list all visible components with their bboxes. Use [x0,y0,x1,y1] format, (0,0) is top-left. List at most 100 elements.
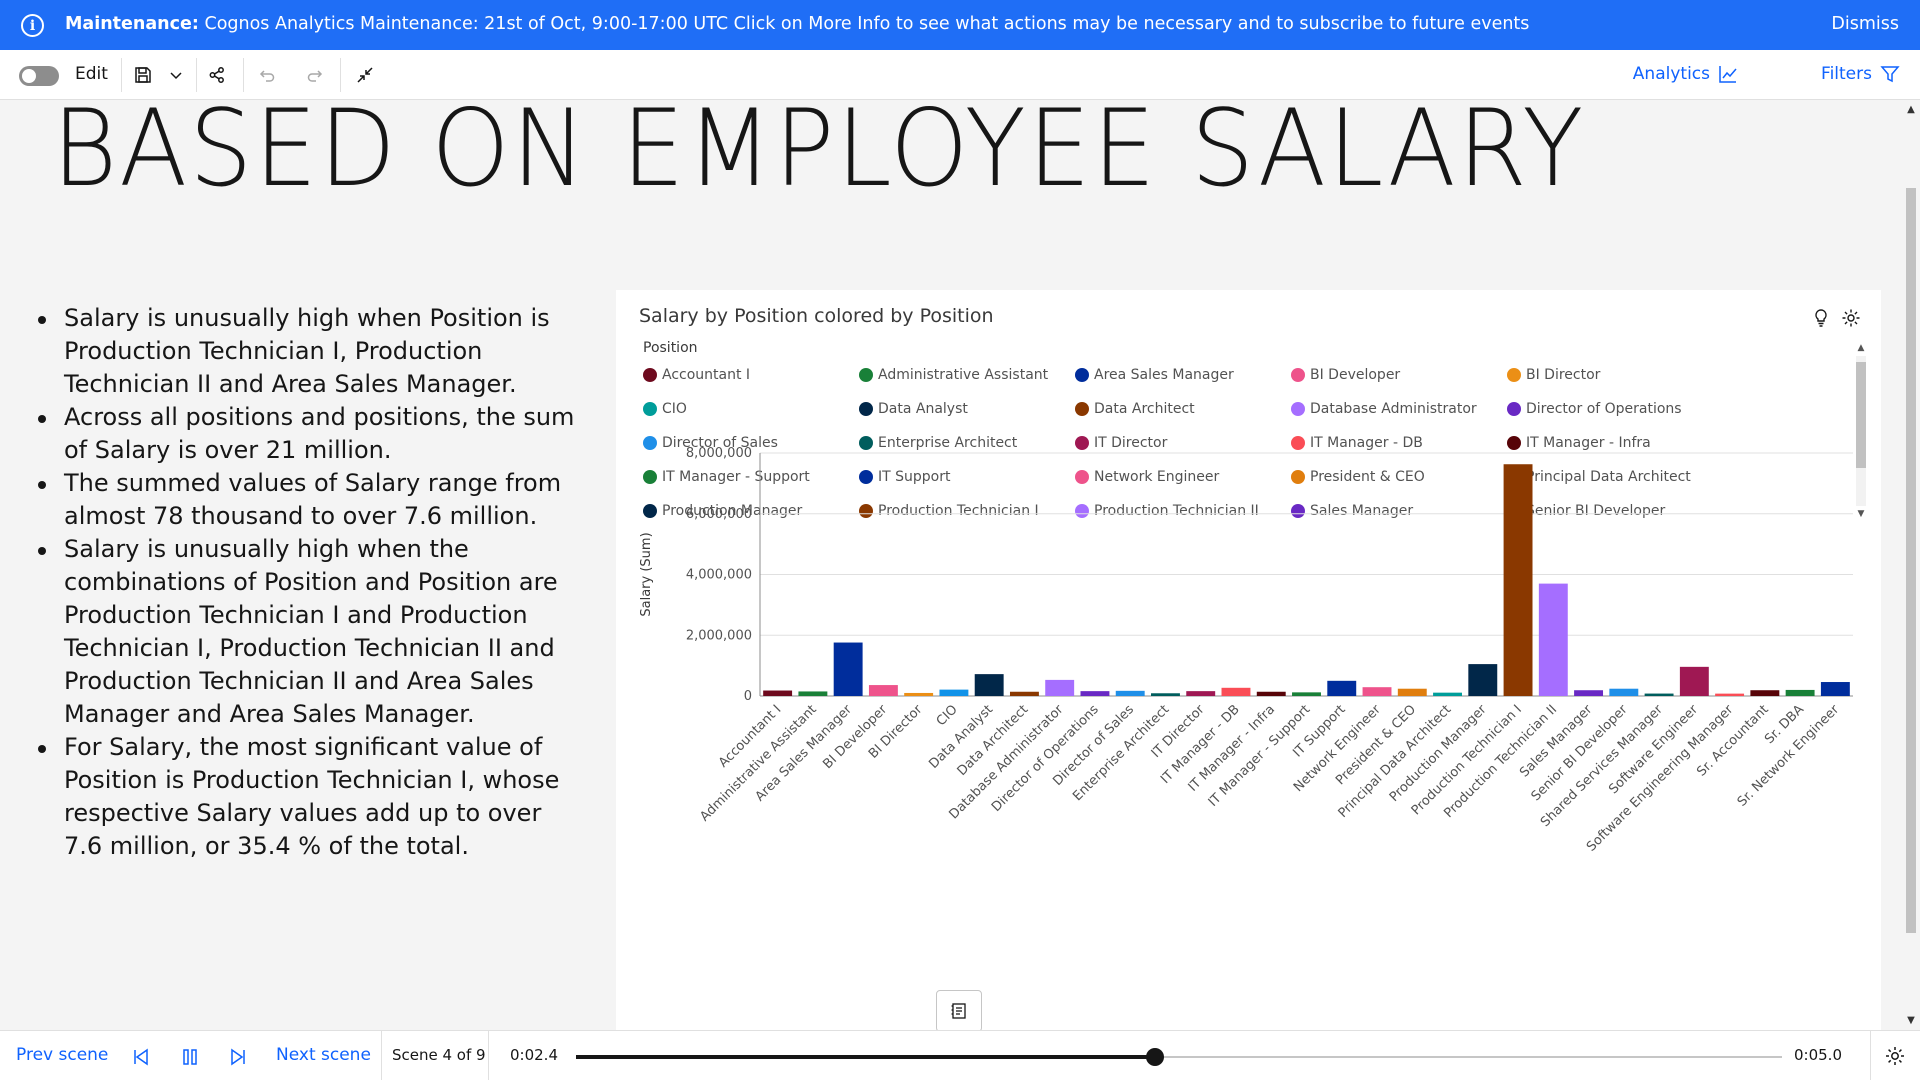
timeline-slider[interactable] [576,1048,1782,1066]
bar [904,692,934,696]
legend-item[interactable]: Network Engineer [1075,460,1291,494]
bar [1151,693,1180,696]
legend-label: IT Manager - Infra [1526,435,1651,451]
scroll-down-icon[interactable]: ▼ [1907,1015,1915,1026]
timeline-handle[interactable] [1145,1048,1164,1066]
total-time: 0:05.0 [1794,1046,1842,1064]
legend-item[interactable]: Production Technician II [1075,494,1291,528]
page-scroll-thumb[interactable] [1906,188,1916,933]
legend-label: Director of Sales [662,435,778,451]
legend-item[interactable]: President & CEO [1291,460,1507,494]
undo-icon[interactable] [254,62,280,88]
legend-item[interactable]: Administrative Assistant [859,358,1075,392]
legend-item[interactable]: IT Manager - Infra [1507,426,1723,460]
legend-label: Production Technician I [878,503,1039,519]
lightbulb-icon[interactable] [1811,308,1831,328]
notes-button[interactable] [936,990,982,1032]
toolbar-divider [196,58,197,92]
player-divider [381,1031,382,1080]
legend-label: Accountant I [662,367,751,383]
legend-swatch [1291,504,1305,518]
bar [1045,679,1075,696]
legend-item[interactable]: IT Support [859,460,1075,494]
bar [1679,666,1709,696]
legend-label: Senior BI Developer [1526,503,1666,519]
legend-scroll-thumb[interactable] [1856,362,1866,468]
legend-item[interactable]: Director of Operations [1507,392,1723,426]
legend-swatch [643,504,657,518]
next-scene-button[interactable]: Next scene [276,1045,371,1065]
bar [1503,464,1533,696]
collapse-icon[interactable] [352,62,378,88]
redo-icon[interactable] [302,62,328,88]
legend-label: Network Engineer [1094,469,1220,485]
legend-item[interactable]: Director of Sales [643,426,859,460]
insights-panel: Salary is unusually high when Position i… [38,302,578,863]
page-scrollbar[interactable]: ▲ ▼ [1902,100,1920,1030]
bar [833,642,863,696]
legend-item[interactable]: IT Manager - DB [1291,426,1507,460]
bar [1820,682,1850,696]
legend-label: Sales Manager [1310,503,1414,519]
legend-item[interactable]: IT Director [1075,426,1291,460]
legend-swatch [643,402,657,416]
legend-item[interactable]: Data Architect [1075,392,1291,426]
legend-item[interactable]: Production Technician I [859,494,1075,528]
scroll-up-icon[interactable]: ▲ [1907,104,1915,115]
share-icon[interactable] [204,62,230,88]
analytics-button[interactable]: Analytics [1633,64,1738,84]
legend-item[interactable]: BI Director [1507,358,1723,392]
edit-toggle[interactable] [19,66,59,86]
legend-item[interactable]: CIO [643,392,859,426]
bar [798,691,828,696]
legend-item[interactable]: BI Developer [1291,358,1507,392]
skip-back-icon[interactable] [130,1046,152,1068]
filters-button[interactable]: Filters [1821,64,1900,84]
bar [1362,687,1392,696]
legend-label: CIO [662,401,687,417]
dismiss-button[interactable]: Dismiss [1831,14,1899,34]
legend-label: BI Developer [1310,367,1401,383]
scroll-up-icon[interactable]: ▲ [1857,343,1865,353]
legend-item[interactable]: Data Analyst [859,392,1075,426]
player-divider [488,1031,489,1080]
scroll-down-icon[interactable]: ▼ [1857,509,1865,519]
notes-icon [951,1003,966,1019]
bar [1115,690,1145,696]
legend-swatch [1291,368,1305,382]
legend-item[interactable]: Accountant I [643,358,859,392]
chart-title: Salary by Position colored by Position [639,305,994,327]
gear-icon[interactable] [1841,308,1861,328]
skip-forward-icon[interactable] [227,1046,249,1068]
scene-indicator: Scene 4 of 9 [392,1046,486,1064]
legend-item[interactable]: Production Manager [643,494,859,528]
legend-swatch [1075,402,1089,416]
legend-swatch [1291,436,1305,450]
toolbar-divider [243,58,244,92]
bar [1750,690,1780,696]
bar [939,689,969,696]
bar [1080,691,1110,696]
legend-item[interactable]: IT Manager - Support [643,460,859,494]
bar [974,674,1004,696]
legend-swatch [859,470,873,484]
legend-label: Principal Data Architect [1526,469,1691,485]
filters-label: Filters [1821,64,1872,84]
save-icon[interactable] [130,62,156,88]
legend-item[interactable]: Area Sales Manager [1075,358,1291,392]
chevron-down-icon[interactable] [163,62,189,88]
settings-gear-icon[interactable] [1884,1045,1906,1067]
pause-icon[interactable] [179,1046,201,1068]
chart-card[interactable]: Salary by Position colored by Position P… [616,290,1881,1030]
legend-item[interactable]: Enterprise Architect [859,426,1075,460]
insight-item: Salary is unusually high when Position i… [38,302,578,401]
prev-scene-button[interactable]: Prev scene [16,1045,109,1065]
legend-item[interactable]: Database Administrator [1291,392,1507,426]
legend-scrollbar[interactable]: ▲ ▼ [1855,342,1867,520]
bar [1256,691,1286,696]
bar [1433,692,1462,696]
scene-player: Prev scene Next scene Scene 4 of 9 0:02.… [0,1030,1920,1080]
legend-item[interactable]: Sales Manager [1291,494,1507,528]
toolbar: Edit Analytics Filters [0,50,1920,100]
player-divider [1870,1031,1871,1080]
